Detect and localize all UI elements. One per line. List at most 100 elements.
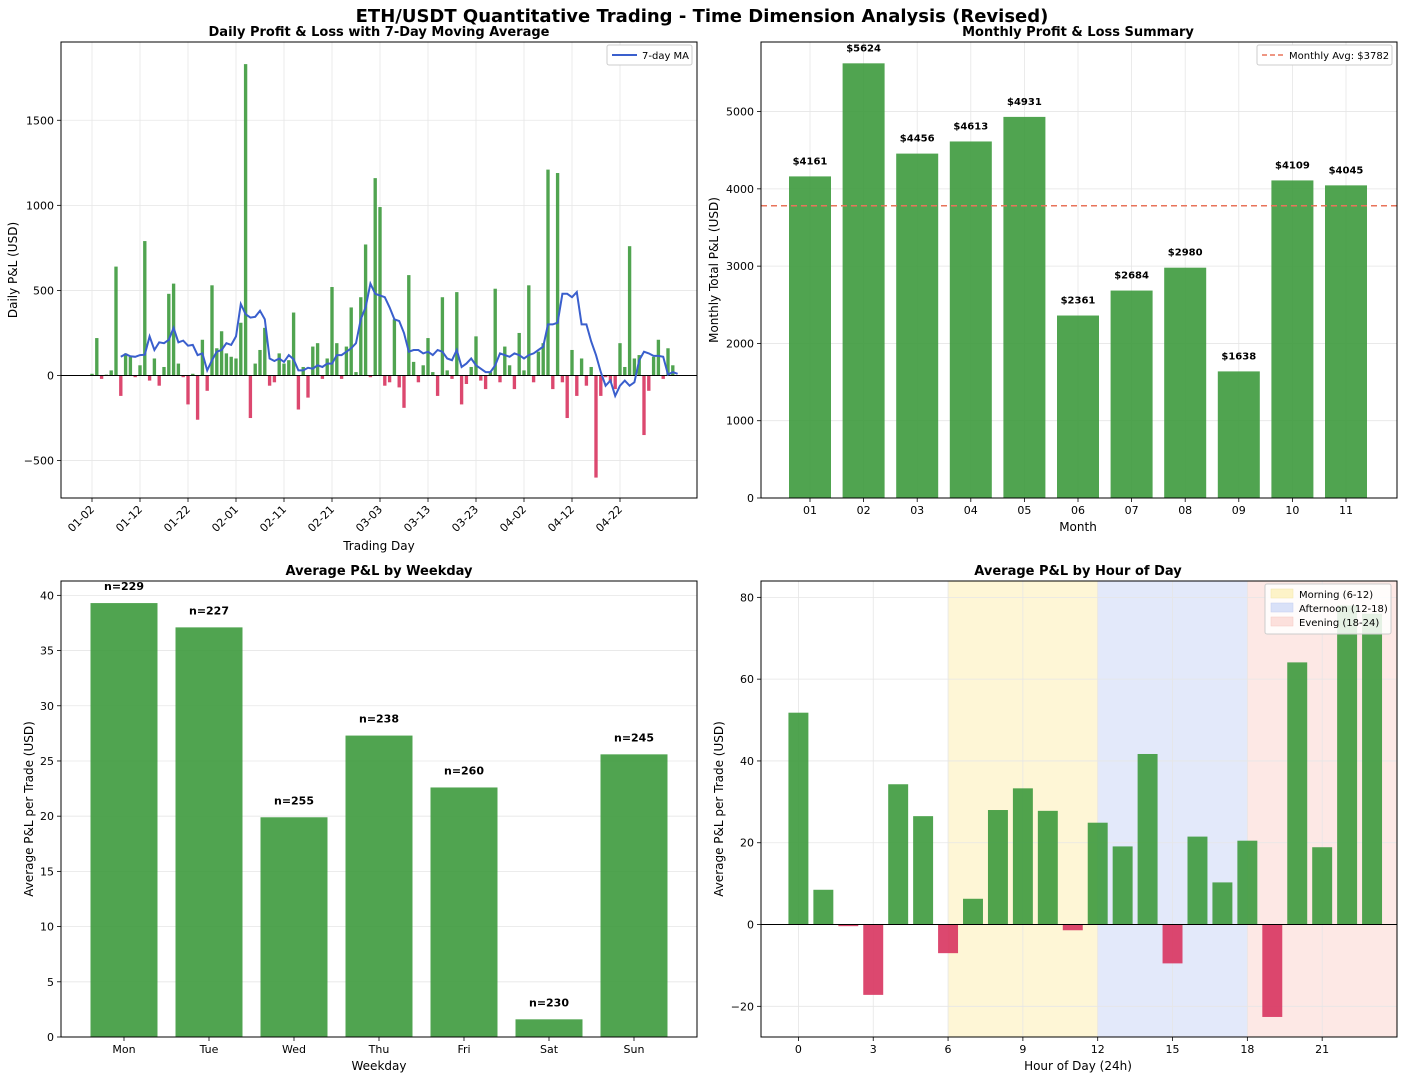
loss-bar: [594, 375, 598, 478]
profit-bar: [656, 339, 661, 376]
x-tick-label: Tue: [199, 1043, 219, 1056]
loss-bar: [320, 375, 325, 379]
hour-profit-bar: [1287, 662, 1308, 925]
month-bar: [949, 141, 992, 498]
x-tick-label: 03-03: [353, 503, 385, 535]
y-tick-label: 10: [40, 921, 54, 934]
loss-bar: [267, 375, 272, 386]
hour-profit-bar: [1112, 846, 1133, 925]
panel-daily-ylabel: Daily P&L (USD): [6, 222, 20, 318]
profit-bar: [522, 370, 526, 376]
loss-bar: [642, 375, 646, 436]
profit-bar: [570, 349, 574, 376]
weekday-count-label: n=229: [104, 580, 144, 593]
profit-bar: [344, 346, 349, 376]
loss-bar: [195, 375, 200, 420]
profit-bar: [474, 336, 478, 376]
profit-bar: [503, 346, 507, 376]
profit-bar: [632, 358, 637, 376]
profit-bar: [325, 358, 329, 376]
legend-avg-label: Monthly Avg: $3782: [1289, 51, 1389, 62]
profit-bar: [291, 312, 296, 376]
loss-bar: [613, 375, 617, 390]
hour-loss-bar: [1062, 924, 1083, 931]
panel-hourly-ylabel: Average P&L per Trade (USD): [712, 721, 726, 897]
weekday-bar: [430, 787, 498, 1037]
profit-bar: [95, 338, 99, 376]
x-tick-label: 11: [1339, 504, 1353, 517]
panel-monthly-legend: Monthly Avg: $3782: [1256, 44, 1393, 66]
hour-profit-bar: [1312, 847, 1333, 925]
x-tick-label: Mon: [112, 1043, 135, 1056]
profit-bar: [445, 370, 449, 376]
profit-bar: [455, 292, 459, 376]
x-tick-label: 09: [1232, 504, 1246, 517]
hour-profit-bar: [913, 816, 934, 925]
weekday-bar: [175, 627, 243, 1037]
profit-bar: [618, 343, 622, 376]
month-value-label: $5624: [846, 43, 881, 54]
loss-bar: [402, 375, 406, 408]
profit-bar: [392, 319, 397, 376]
panel-hourly-pnl: Average P&L by Hour of Day −20 0 20 40 60 80 0…: [712, 564, 1398, 1073]
month-bar: [896, 153, 939, 498]
y-tick-label: 60: [740, 673, 754, 686]
profit-bar: [507, 365, 512, 376]
loss-bar: [416, 375, 421, 383]
weekday-count-label: n=255: [274, 794, 314, 807]
y-tick-label: 20: [740, 837, 754, 850]
loss-bar: [479, 375, 483, 381]
loss-bar: [397, 375, 401, 388]
hour-profit-bar: [1362, 613, 1383, 925]
y-tick-label: 15: [40, 865, 54, 878]
month-value-label: $4456: [900, 134, 935, 145]
month-bar: [1003, 116, 1046, 498]
profit-bar: [176, 363, 181, 376]
weekday-count-label: n=227: [189, 604, 229, 617]
profit-bar: [287, 360, 291, 376]
x-tick-label: 06: [1071, 504, 1085, 517]
loss-bar: [181, 375, 185, 378]
profit-bar: [407, 275, 411, 376]
panel-daily-legend: 7-day MA: [606, 44, 693, 66]
weekday-bar: [515, 1019, 583, 1037]
profit-bar: [349, 307, 353, 376]
profit-bar: [253, 363, 257, 376]
profit-bar: [215, 348, 219, 376]
loss-bar: [483, 375, 488, 390]
loss-bar: [450, 375, 454, 379]
y-tick-label: 80: [740, 591, 754, 604]
profit-bar: [143, 241, 147, 376]
loss-bar: [551, 375, 555, 390]
profit-bar: [263, 327, 267, 376]
profit-bar: [258, 349, 262, 376]
month-bar: [1217, 371, 1260, 498]
x-tick-label: 6: [945, 1043, 952, 1056]
loss-bar: [608, 375, 613, 383]
weekday-count-label: n=238: [359, 713, 399, 726]
legend-morning-label: Morning (6-12): [1299, 590, 1373, 601]
y-tick-label: 4000: [726, 183, 754, 196]
profit-bar: [411, 361, 416, 376]
profit-bar: [243, 64, 248, 376]
loss-bar: [531, 375, 536, 383]
hour-loss-bar: [1262, 924, 1283, 1017]
profit-bar: [421, 365, 425, 376]
y-tick-label: 5: [47, 976, 54, 989]
loss-bar: [603, 375, 608, 378]
profit-bar: [623, 366, 627, 376]
y-tick-label: 0: [47, 1031, 54, 1044]
profit-bar: [234, 358, 238, 376]
y-tick-label: 30: [40, 700, 54, 713]
legend-evening-label: Evening (18-24): [1299, 618, 1379, 629]
panel-hourly-xlabel: Hour of Day (24h): [1024, 1059, 1132, 1073]
x-tick-label: 05: [1017, 504, 1031, 517]
hour-profit-bar: [987, 810, 1008, 925]
panel-weekday-ylabel: Average P&L per Trade (USD): [22, 721, 36, 897]
weekday-count-label: n=260: [444, 764, 484, 777]
x-tick-label: 04-12: [545, 503, 577, 535]
profit-bar: [555, 173, 560, 376]
month-bar: [842, 63, 885, 499]
loss-bar: [368, 375, 373, 378]
loss-bar: [435, 375, 440, 396]
